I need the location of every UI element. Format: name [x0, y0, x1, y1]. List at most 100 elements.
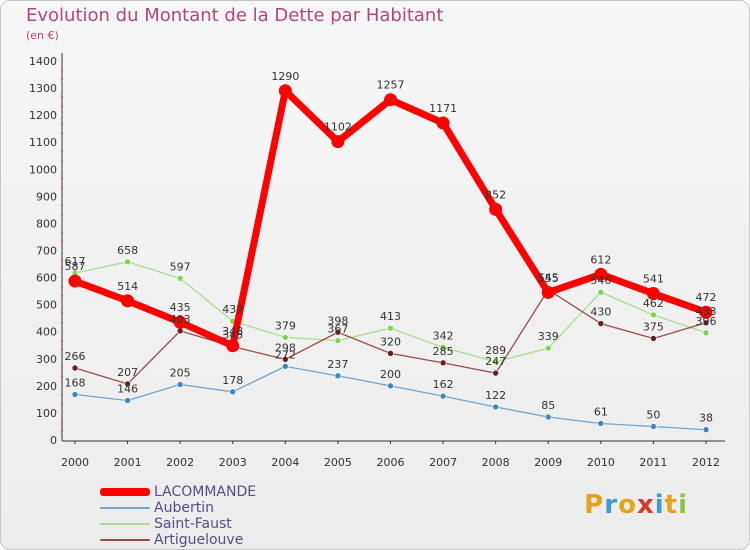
data-label-lacommande: 545 — [538, 271, 559, 284]
data-point-aubertin — [71, 391, 79, 398]
x-tick-label: 2007 — [429, 456, 457, 469]
data-point-lacommande — [278, 84, 292, 98]
legend-swatch-saint-faust — [100, 523, 150, 525]
data-label-lacommande: 348 — [222, 325, 243, 338]
data-point-aubertin — [492, 403, 499, 411]
data-point-artiguelouve — [282, 356, 289, 363]
y-minor-tick — [61, 393, 63, 396]
data-point-saint-faust — [176, 275, 184, 282]
y-tick-label: 500 — [36, 299, 57, 312]
data-label-aubertin: 200 — [380, 368, 401, 381]
y-minor-tick — [61, 150, 63, 153]
data-label-aubertin: 85 — [541, 399, 555, 412]
x-tick-label: 2011 — [639, 456, 667, 469]
data-label-lacommande: 612 — [590, 253, 611, 266]
data-label-lacommande: 472 — [696, 291, 717, 304]
data-point-artiguelouve — [334, 328, 342, 336]
data-label-aubertin: 178 — [222, 374, 243, 387]
data-point-artiguelouve — [702, 319, 710, 327]
logo-letter: o — [618, 490, 637, 520]
data-label-artiguelouve: 345 — [222, 329, 243, 342]
data-point-saint-faust — [544, 344, 552, 352]
data-point-lacommande — [121, 294, 135, 308]
y-minor-tick — [61, 321, 63, 324]
y-minor-tick — [61, 267, 63, 270]
data-point-artiguelouve — [439, 359, 447, 367]
data-label-saint-faust: 413 — [380, 310, 401, 323]
legend-item-lacommande: LACOMMANDE — [100, 484, 256, 500]
data-label-lacommande: 435 — [170, 301, 191, 314]
data-label-saint-faust: 342 — [433, 329, 454, 342]
y-tick-label: 1300 — [29, 82, 57, 95]
data-point-aubertin — [650, 423, 657, 430]
data-label-saint-faust: 396 — [696, 315, 717, 328]
y-minor-tick — [61, 132, 63, 135]
data-label-aubertin: 205 — [170, 367, 191, 380]
y-minor-tick — [61, 429, 63, 432]
data-point-lacommande — [699, 305, 713, 319]
data-point-saint-faust — [650, 311, 657, 319]
data-label-artiguelouve: 298 — [275, 341, 296, 354]
y-tick-label: 1400 — [29, 55, 57, 68]
logo-letter: P — [584, 490, 605, 520]
legend-label-aubertin: Aubertin — [154, 500, 214, 516]
x-tick-label: 2010 — [587, 456, 615, 469]
data-point-lacommande — [594, 267, 608, 281]
data-label-artiguelouve: 430 — [590, 306, 611, 319]
data-label-saint-faust: 367 — [327, 323, 348, 336]
data-point-aubertin — [176, 381, 184, 388]
data-point-saint-faust — [597, 288, 605, 296]
data-label-artiguelouve: 266 — [65, 350, 86, 363]
y-minor-tick — [61, 204, 63, 207]
data-label-artiguelouve: 207 — [117, 366, 138, 379]
data-point-aubertin — [282, 363, 289, 370]
data-point-artiguelouve — [492, 369, 499, 377]
data-point-saint-faust — [702, 329, 710, 337]
legend-label-artiguelouve: Artiguelouve — [154, 532, 244, 548]
chart-axes: 0 100 200 300 400 500 600 700 800 900 1000 1100 1200… — [29, 53, 725, 469]
data-label-lacommande: 852 — [485, 188, 506, 201]
y-minor-tick — [61, 402, 63, 405]
data-label-artiguelouve: 320 — [380, 335, 401, 348]
legend-swatch-lacommande — [100, 488, 150, 496]
data-point-lacommande — [436, 116, 450, 130]
data-point-aubertin — [334, 372, 342, 380]
y-tick-label: 300 — [36, 353, 57, 366]
legend-item-saint-faust: Saint-Faust — [100, 516, 256, 532]
data-labels-layer: 168 146 205 178 272 237 200 162 122 85 61 50 38 617 65… — [65, 70, 717, 425]
y-minor-tick — [61, 186, 63, 189]
data-point-artiguelouve — [387, 350, 394, 357]
logo-letter: i — [678, 490, 688, 520]
chart-subtitle: (en €) — [26, 29, 59, 42]
y-minor-tick — [61, 339, 63, 342]
data-label-aubertin: 168 — [65, 377, 86, 390]
y-tick-label: 100 — [36, 407, 57, 420]
y-tick-label: 400 — [36, 326, 57, 339]
data-point-lacommande — [384, 93, 397, 107]
data-point-aubertin — [702, 426, 710, 434]
x-tick-label: 2009 — [534, 456, 562, 469]
data-point-saint-faust — [439, 344, 447, 351]
legend-item-aubertin: Aubertin — [100, 500, 256, 516]
data-point-aubertin — [597, 420, 605, 427]
data-point-artiguelouve — [71, 364, 79, 372]
y-tick-label: 200 — [36, 380, 57, 393]
data-point-lacommande — [68, 274, 82, 288]
data-point-saint-faust — [124, 258, 131, 266]
data-label-aubertin: 146 — [117, 382, 138, 395]
data-label-saint-faust: 462 — [643, 297, 664, 310]
data-point-artiguelouve — [176, 327, 184, 335]
legend-swatch-artiguelouve — [100, 539, 150, 541]
data-label-saint-faust: 379 — [275, 319, 296, 332]
y-tick-label: 900 — [36, 190, 57, 203]
y-minor-tick — [61, 177, 63, 180]
series-lacommande — [68, 84, 713, 353]
y-minor-tick — [61, 285, 63, 288]
legend-swatch-aubertin — [100, 507, 150, 509]
proxiti-logo: Proxiti — [584, 490, 688, 520]
data-label-lacommande: 1102 — [324, 121, 352, 134]
chart-title: Evolution du Montant de la Dette par Hab… — [26, 5, 444, 26]
y-minor-tick — [61, 231, 63, 234]
data-label-saint-faust: 658 — [117, 244, 138, 257]
data-label-artiguelouve: 375 — [643, 320, 664, 333]
